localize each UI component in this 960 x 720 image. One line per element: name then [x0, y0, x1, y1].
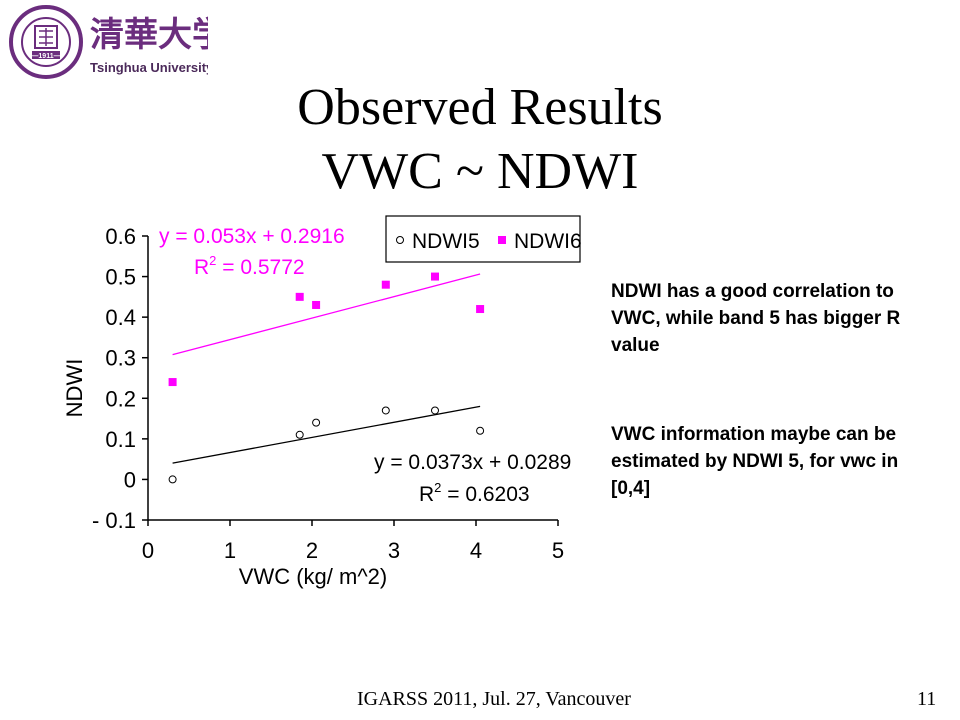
legend-box: [385, 215, 581, 263]
point-ndwi6: [295, 292, 304, 301]
x-tick-label: 2: [306, 538, 318, 563]
y-tick-label: 0.6: [105, 224, 136, 249]
y-tick-label: 0.4: [105, 305, 136, 330]
point-ndwi6: [381, 280, 390, 289]
tsinghua-seal-icon: —1911—: [9, 5, 83, 79]
point-ndwi5: [295, 430, 304, 439]
logo-english-name: Tsinghua University: [90, 60, 208, 75]
y-tick-label: 0.1: [105, 427, 136, 452]
x-tick-label: 5: [552, 538, 564, 563]
slide-title-line1: Observed Results: [297, 79, 663, 136]
y-tick-label: 0.3: [105, 346, 136, 371]
footer-conference: IGARSS 2011, Jul. 27, Vancouver: [357, 688, 631, 710]
r-squared-ndwi6: R2 = 0.5772: [194, 253, 305, 279]
trendline-ndwi6: [172, 273, 481, 356]
svg-text:—1911—: —1911—: [31, 53, 60, 60]
point-ndwi5: [168, 475, 177, 484]
y-axis-title: NDWI: [62, 359, 87, 418]
point-ndwi6: [168, 378, 177, 387]
x-tick-label: 3: [388, 538, 400, 563]
point-ndwi5: [431, 406, 439, 415]
y-tick-label: 0.2: [105, 386, 136, 411]
legend-label-ndwi6: NDWI6: [514, 230, 582, 253]
trendline-ndwi5: [172, 405, 481, 464]
legend-marker-ndwi6: [498, 236, 506, 244]
equation-ndwi5: y = 0.0373x + 0.0289: [374, 451, 571, 474]
point-ndwi5: [312, 418, 321, 427]
x-axis-title: VWC (kg/ m^2): [239, 564, 387, 589]
y-tick-label: 0.5: [105, 265, 136, 290]
slide-title-line2: VWC ~ NDWI: [321, 143, 639, 200]
tsinghua-logo: —1911— 清華大学 Tsinghua University: [9, 5, 208, 79]
logo-chinese-name: 清華大学: [90, 15, 208, 55]
y-tick-label: 0: [124, 467, 136, 492]
point-ndwi6: [476, 305, 485, 314]
note-correlation: NDWI has a good correlation to VWC, whil…: [611, 281, 901, 356]
point-ndwi6: [431, 272, 439, 281]
x-tick-label: 1: [224, 538, 236, 563]
x-tick-label: 0: [142, 538, 154, 563]
equation-ndwi6: y = 0.053x + 0.2916: [159, 225, 345, 248]
footer-page-number: 11: [917, 688, 937, 710]
point-ndwi5: [381, 406, 390, 415]
point-ndwi6: [312, 300, 321, 309]
r-squared-ndwi5: R2 = 0.6203: [419, 480, 530, 506]
legend-marker-ndwi5: [396, 236, 404, 244]
legend-label-ndwi5: NDWI5: [412, 230, 480, 253]
note-estimation: VWC information maybe can be estimated b…: [611, 424, 899, 499]
y-tick-label: - 0.1: [92, 508, 136, 533]
x-tick-label: 4: [470, 538, 482, 563]
point-ndwi5: [476, 426, 485, 435]
